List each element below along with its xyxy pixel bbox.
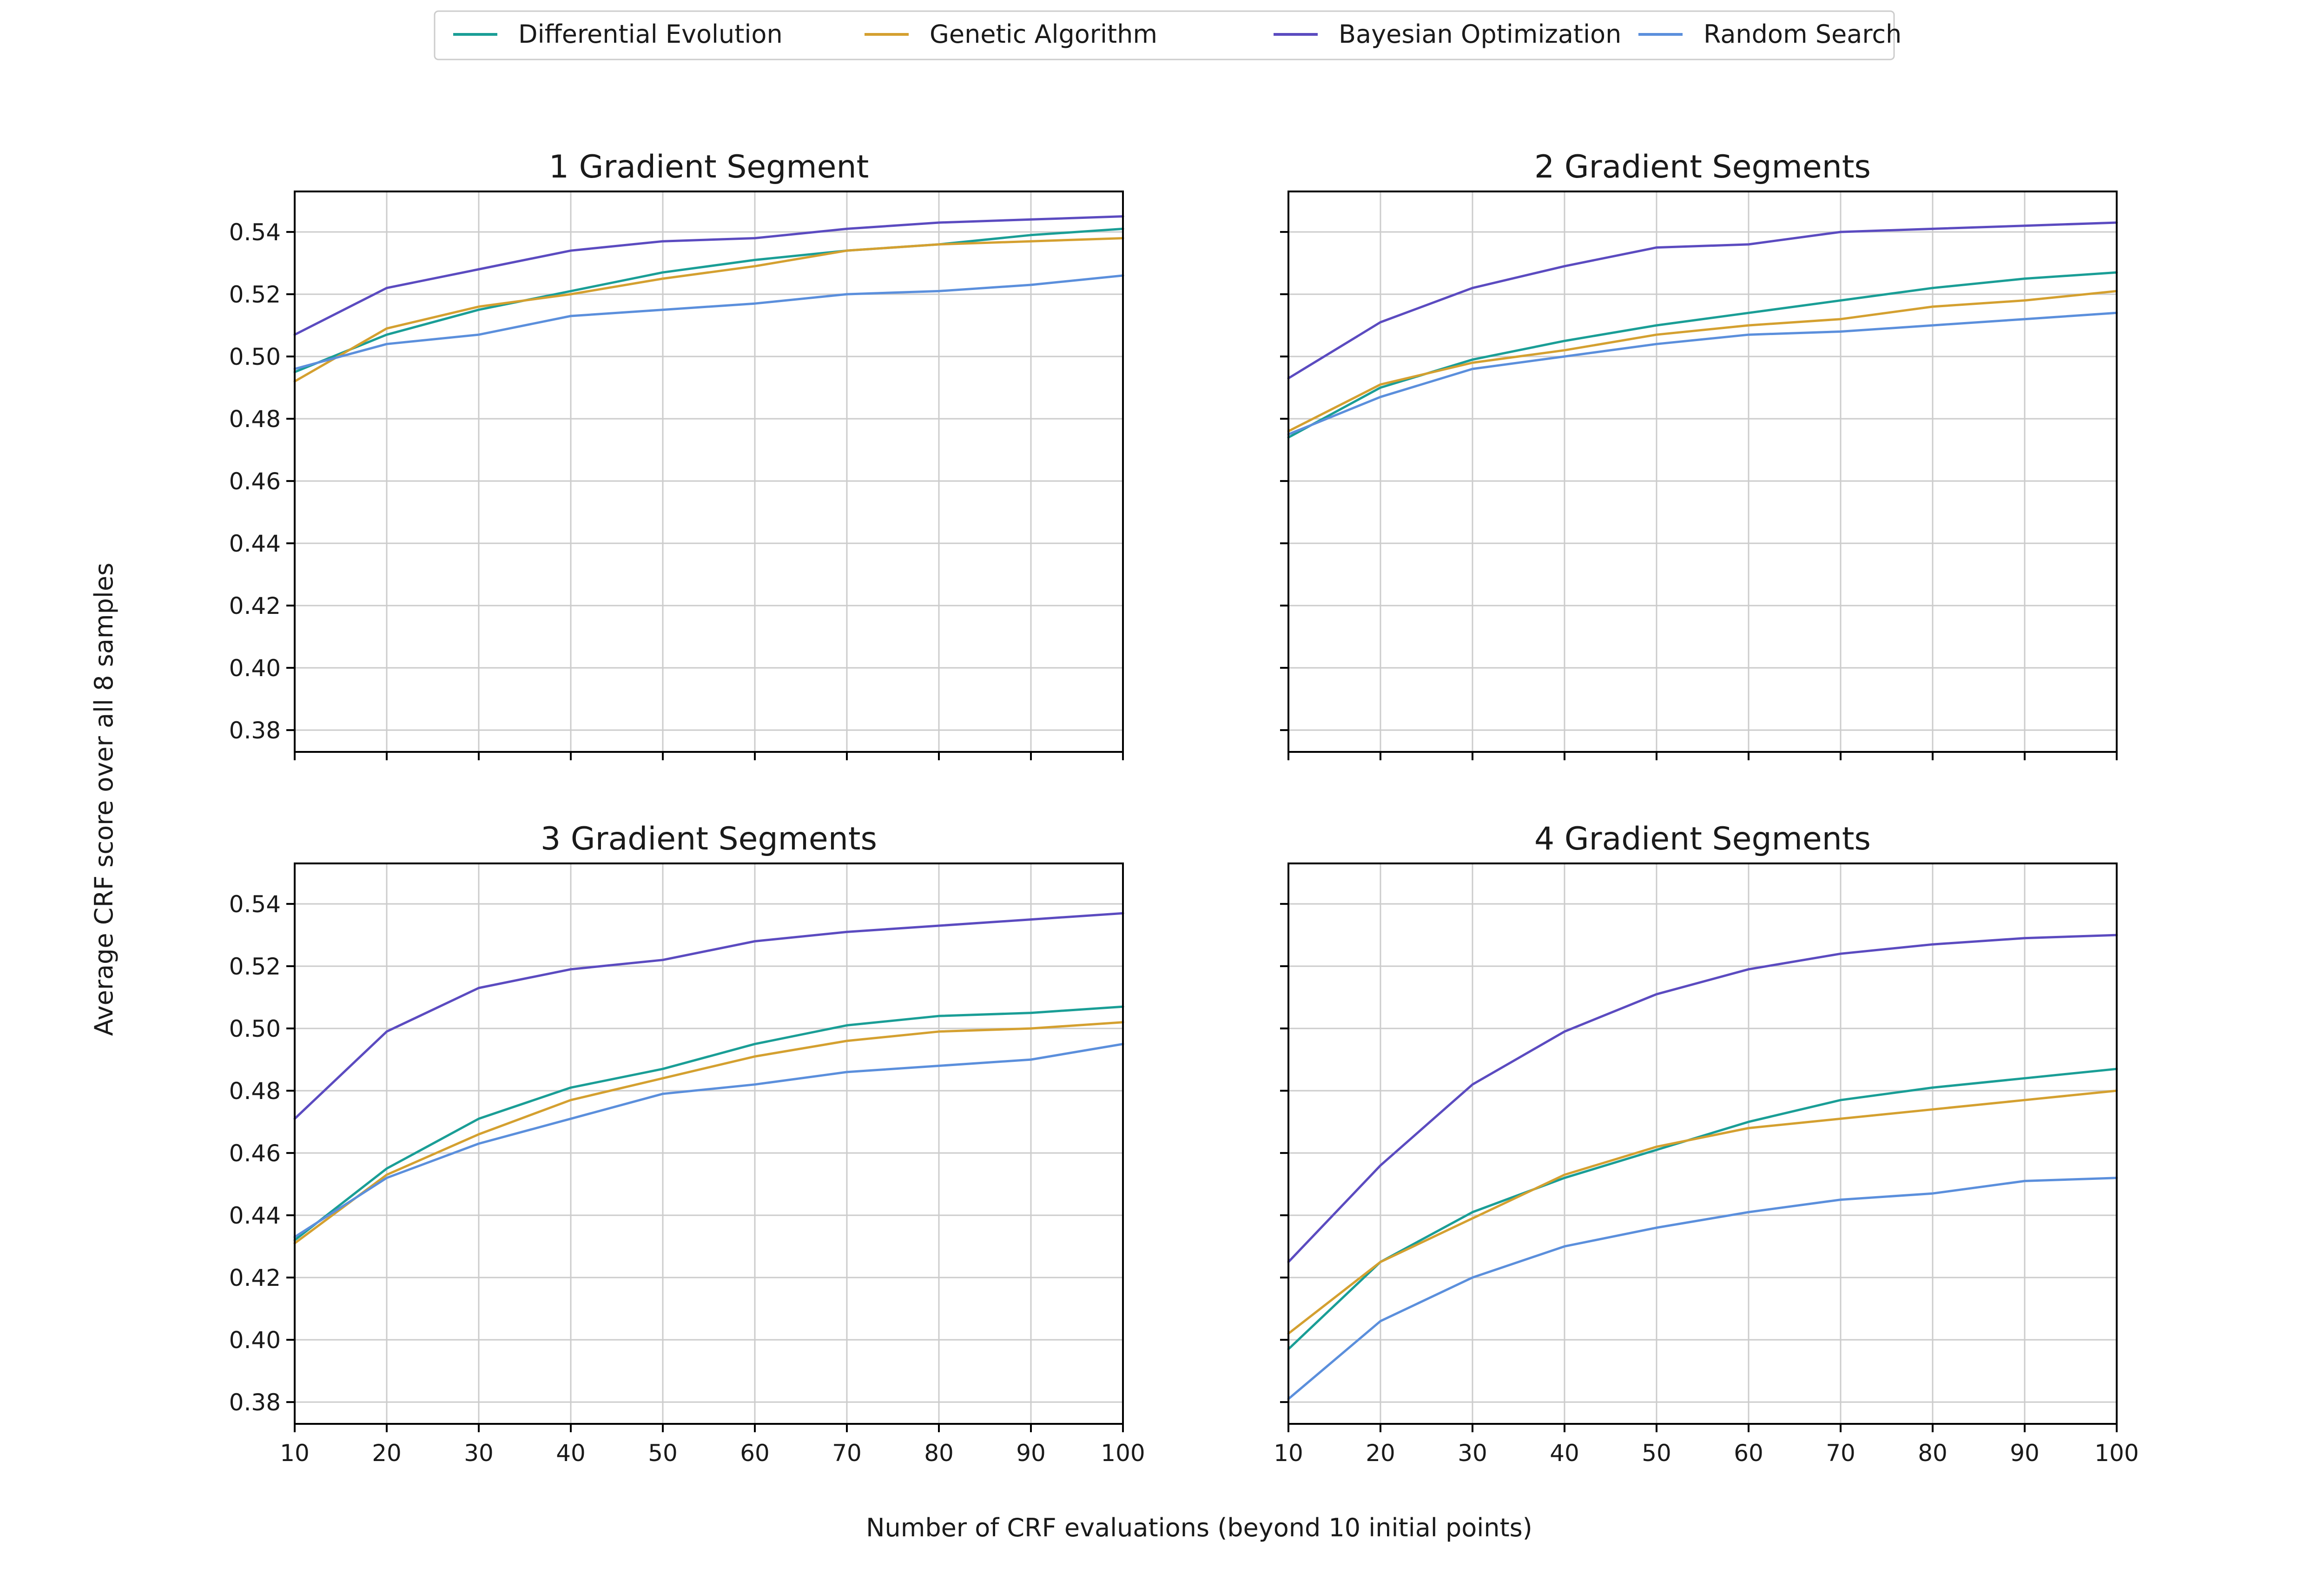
x-tick-label: 50	[648, 1440, 678, 1467]
y-tick-label: 0.44	[229, 1202, 281, 1229]
panel-title: 3 Gradient Segments	[541, 821, 877, 857]
chart-panels: 0.38 0.40 0.42 0.44 0.46 0.48 0.50 0.52 0.54 1 Gr…	[229, 149, 2139, 1467]
legend-item-bayesian-optimization: Bayesian Optimization	[1274, 20, 1621, 49]
y-tick-label: 0.50	[229, 1015, 281, 1042]
series-line-random-search	[293, 1043, 1124, 1238]
x-tick-label: 50	[1642, 1440, 1671, 1467]
y-tick-label: 0.50	[229, 343, 281, 370]
x-axis-label: Number of CRF evaluations (beyond 10 ini…	[866, 1513, 1532, 1542]
gridlines	[294, 191, 1124, 752]
x-tick-label: 10	[280, 1440, 310, 1467]
x-tick-label: 100	[1101, 1440, 1145, 1467]
plot-frame	[1287, 862, 2118, 1425]
y-tick-label: 0.38	[229, 1389, 281, 1416]
series-line-bayesian-optimization	[1287, 221, 2118, 380]
series-line-differential-evolution	[293, 1005, 1124, 1242]
x-tick-label: 40	[556, 1440, 586, 1467]
series-line-bayesian-optimization	[293, 215, 1124, 336]
gridlines	[1287, 191, 2118, 752]
x-tick-label: 30	[1458, 1440, 1487, 1467]
x-tick-label: 60	[1734, 1440, 1763, 1467]
series-line-bayesian-optimization	[293, 912, 1124, 1120]
x-tick-label: 20	[372, 1440, 402, 1467]
series-line-differential-evolution	[293, 227, 1124, 374]
panel-3: 0.38 0.40 0.42 0.44 0.46 0.48 0.50 0.52 0.54 10 20…	[229, 821, 1145, 1467]
x-tick-label: 90	[1016, 1440, 1046, 1467]
series-line-bayesian-optimization	[1287, 934, 2118, 1264]
series-line-random-search	[1287, 311, 2118, 436]
series-line-random-search	[1287, 1177, 2118, 1400]
x-tick-label: 90	[2010, 1440, 2040, 1467]
plot-frame	[294, 191, 1124, 753]
gridlines	[294, 863, 1124, 1424]
series-lines	[1287, 934, 2118, 1400]
y-tick-label: 0.42	[229, 1264, 281, 1291]
panel-2: 2 Gradient Segments	[1280, 149, 2118, 760]
series-line-differential-evolution	[1287, 1067, 2118, 1350]
gridlines	[1287, 863, 2118, 1424]
legend-item-genetic-algorithm: Genetic Algorithm	[865, 20, 1157, 49]
series-lines	[293, 215, 1124, 383]
x-tick-label: 10	[1274, 1440, 1303, 1467]
y-tick-label: 0.46	[229, 468, 281, 495]
x-tick-label: 80	[1918, 1440, 1948, 1467]
panel-1: 0.38 0.40 0.42 0.44 0.46 0.48 0.50 0.52 0.54 1 Gr…	[229, 149, 1124, 760]
series-line-genetic-algorithm	[293, 237, 1124, 383]
x-tick-label: 100	[2094, 1440, 2139, 1467]
panel-title: 1 Gradient Segment	[549, 149, 869, 185]
x-tick-label: 30	[464, 1440, 494, 1467]
y-tick-label: 0.46	[229, 1140, 281, 1167]
legend-item-differential-evolution: Differential Evolution	[453, 20, 783, 49]
y-tick-label: 0.44	[229, 530, 281, 557]
x-tick-label: 20	[1366, 1440, 1395, 1467]
plot-frame	[294, 862, 1124, 1425]
series-line-genetic-algorithm	[1287, 1089, 2118, 1335]
x-tick-label: 70	[1826, 1440, 1855, 1467]
panel-title: 2 Gradient Segments	[1534, 149, 1871, 185]
y-tick-label: 0.54	[229, 219, 281, 246]
x-tick-label: 60	[740, 1440, 770, 1467]
panel-title: 4 Gradient Segments	[1534, 821, 1871, 857]
series-line-differential-evolution	[1287, 271, 2118, 439]
x-tick-label: 80	[924, 1440, 954, 1467]
y-tick-label: 0.38	[229, 717, 281, 744]
plot-frame	[1287, 191, 2118, 753]
legend-label: Genetic Algorithm	[930, 20, 1157, 49]
panel-4: 10 20 30 40 50 60 70 80 90 100 4 Gradient Segments	[1274, 821, 2139, 1467]
y-tick-label: 0.40	[229, 1327, 281, 1354]
series-line-random-search	[293, 274, 1124, 370]
x-tick-label: 70	[832, 1440, 862, 1467]
y-tick-label: 0.48	[229, 1078, 281, 1105]
series-line-genetic-algorithm	[293, 1021, 1124, 1244]
y-tick-label: 0.48	[229, 406, 281, 433]
y-axis-label: Average CRF score over all 8 samples	[89, 563, 119, 1036]
legend-frame	[434, 10, 1895, 60]
legend-item-random-search: Random Search	[1638, 20, 1901, 49]
chart-legend: Differential Evolution Genetic Algorithm B…	[434, 10, 1901, 60]
legend-label: Differential Evolution	[518, 20, 783, 49]
series-lines	[293, 912, 1124, 1244]
series-lines	[1287, 221, 2118, 439]
y-tick-label: 0.52	[229, 281, 281, 308]
y-tick-label: 0.52	[229, 953, 281, 980]
y-tick-label: 0.54	[229, 891, 281, 918]
series-line-genetic-algorithm	[1287, 290, 2118, 433]
x-tick-label: 40	[1550, 1440, 1579, 1467]
legend-label: Random Search	[1703, 20, 1901, 49]
y-tick-label: 0.42	[229, 592, 281, 619]
y-tick-label: 0.40	[229, 655, 281, 682]
legend-label: Bayesian Optimization	[1339, 20, 1621, 49]
